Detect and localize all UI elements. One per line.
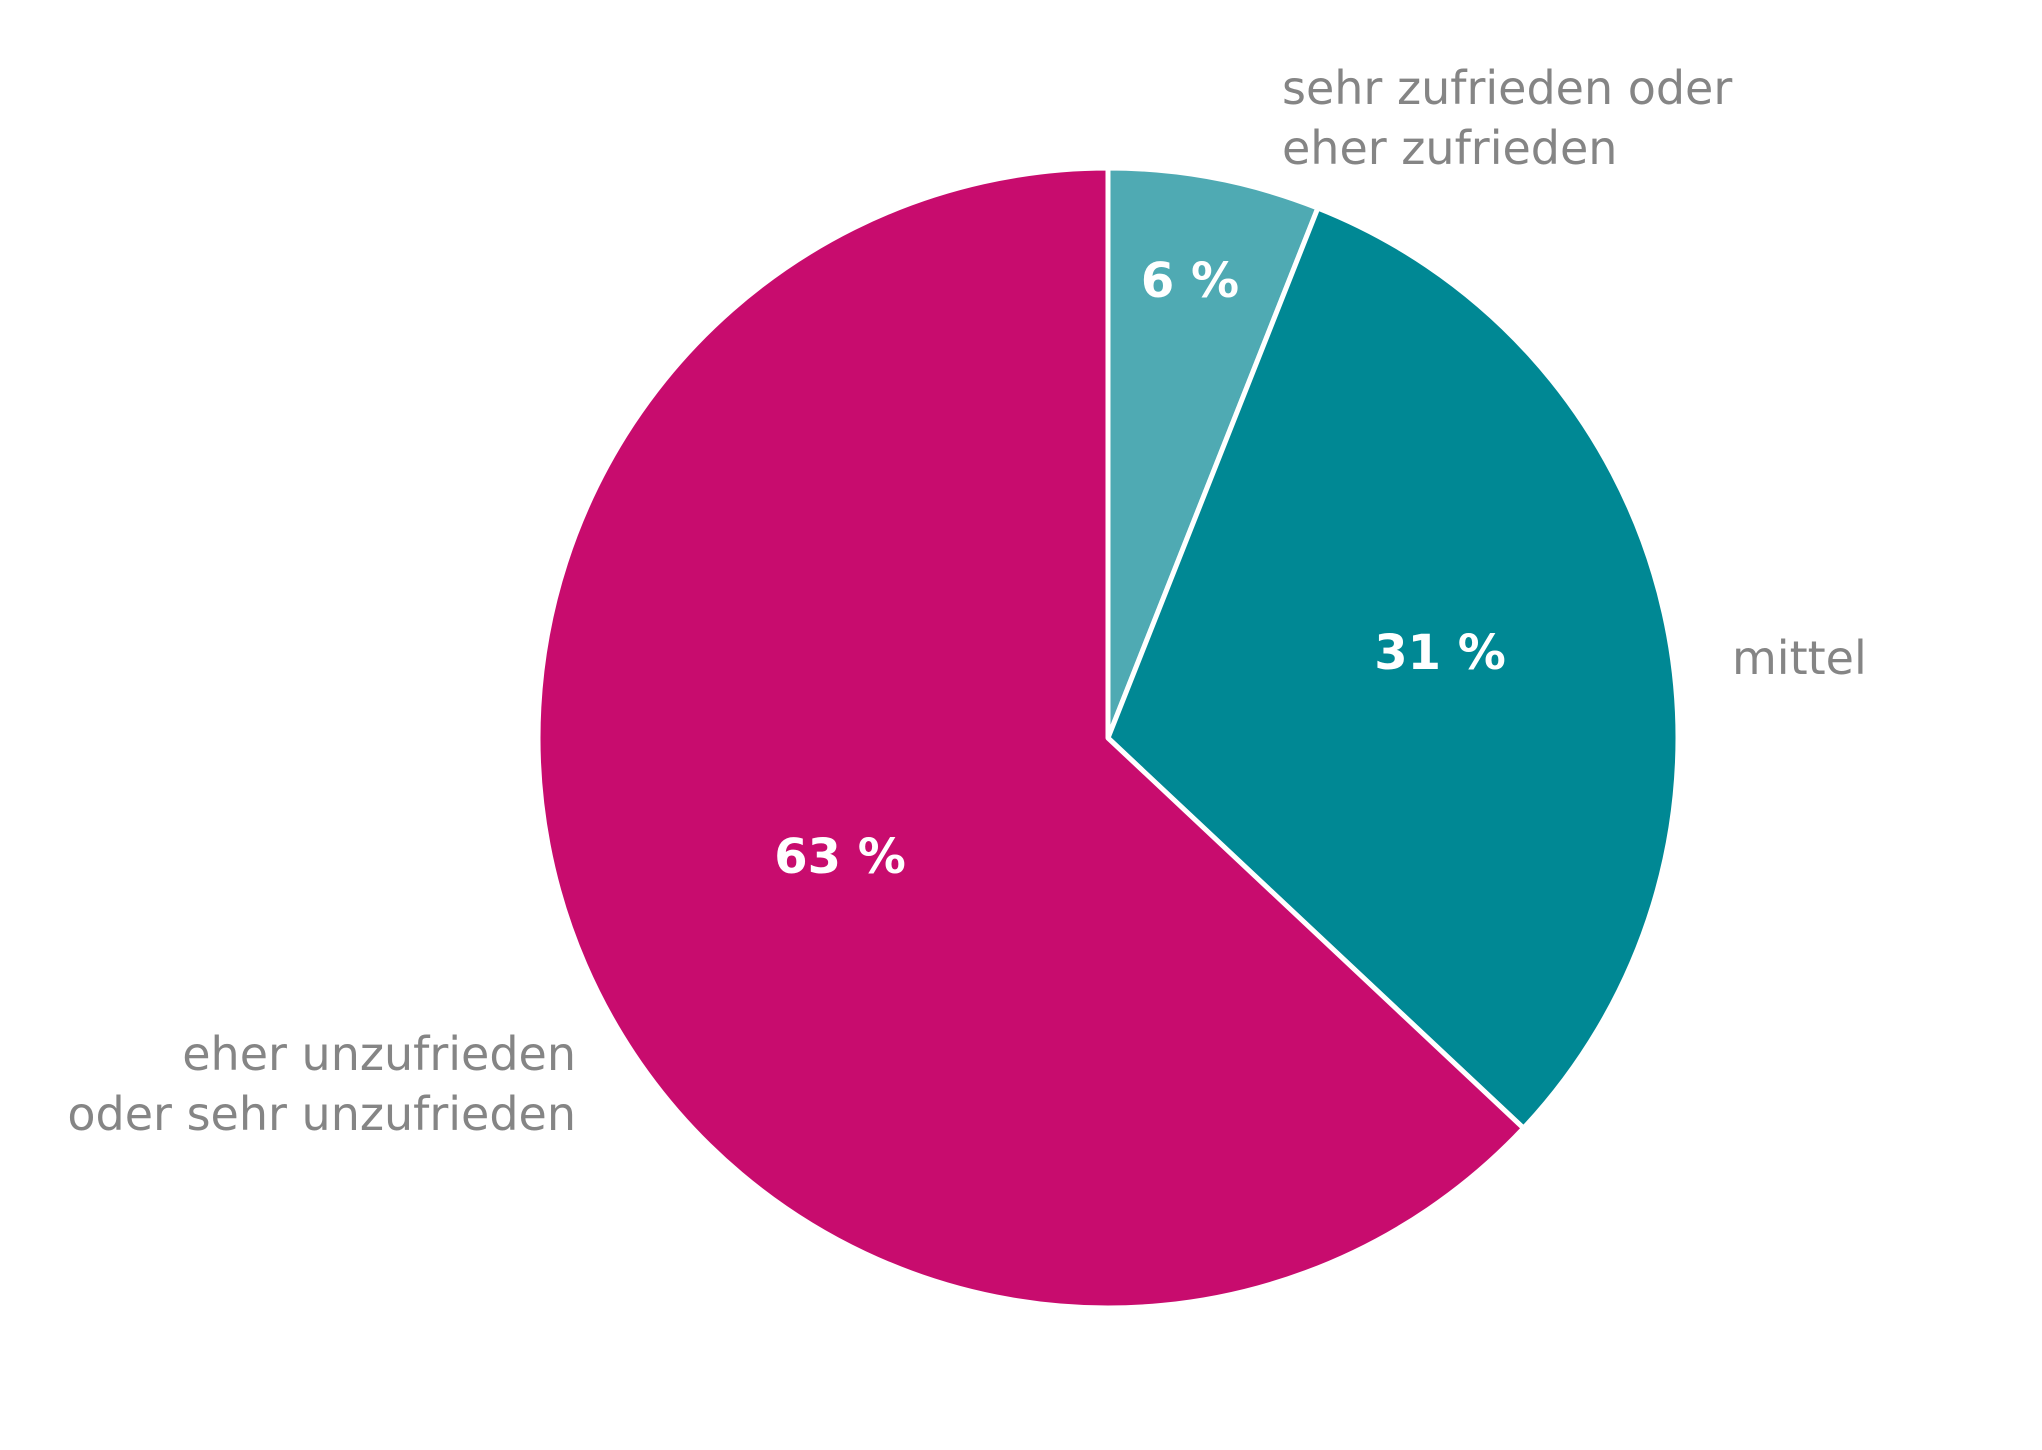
slice-category-label-line: eher zufrieden bbox=[1282, 121, 1617, 175]
slice-value-label: 31 % bbox=[1374, 625, 1506, 681]
slice-category-label-line: eher unzufrieden bbox=[182, 1027, 576, 1081]
pie-slice bbox=[1105, 165, 1321, 741]
pie-category-labels: sehr zufrieden oder eher zufrieden mittel e… bbox=[67, 61, 1866, 1141]
slice-category-label-line: sehr zufrieden oder bbox=[1282, 61, 1732, 115]
slice-category-label: eher unzufrieden oder sehr unzufrieden bbox=[67, 1027, 576, 1141]
slice-value-label: 6 % bbox=[1141, 253, 1239, 309]
pie-slices bbox=[535, 165, 1681, 1311]
slice-category-label-line: oder sehr unzufrieden bbox=[67, 1087, 576, 1141]
slice-category-label: mittel bbox=[1732, 631, 1867, 685]
slice-category-label: sehr zufrieden oder eher zufrieden bbox=[1282, 61, 1732, 175]
slice-category-label-line: mittel bbox=[1732, 631, 1867, 685]
pie-slice bbox=[535, 165, 1527, 1311]
pie-slice bbox=[1105, 205, 1681, 1131]
pie-value-labels: 6 % 31 % 63 % bbox=[774, 253, 1506, 885]
slice-value-label: 63 % bbox=[774, 829, 906, 885]
